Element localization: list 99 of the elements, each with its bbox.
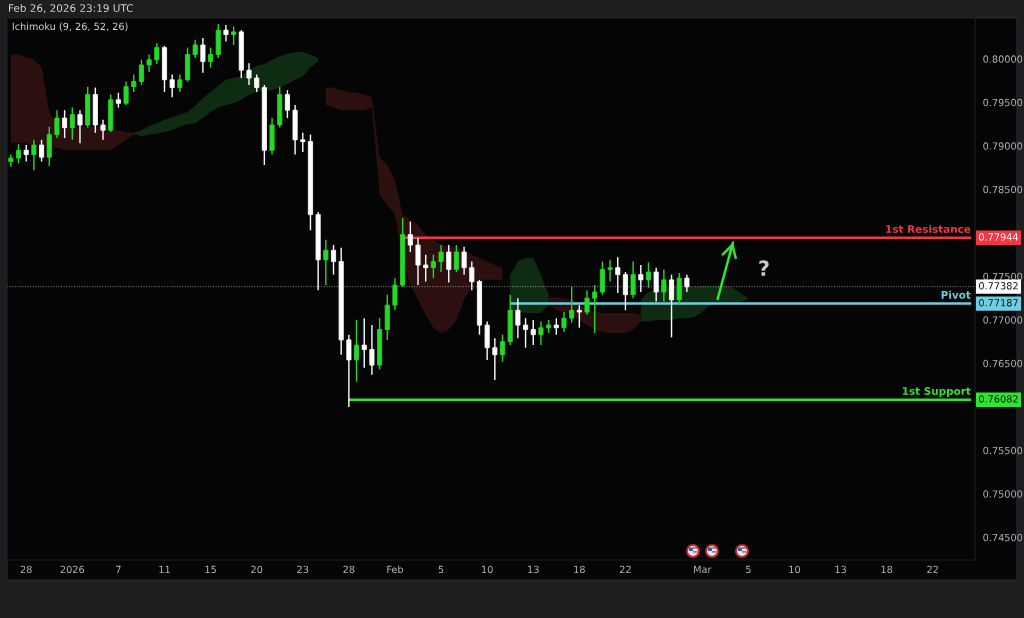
candlestick <box>77 109 83 144</box>
candlestick <box>630 260 636 299</box>
candlestick <box>361 317 367 369</box>
candlestick <box>430 253 436 279</box>
candlestick <box>392 277 398 312</box>
candlestick <box>484 320 490 361</box>
candlestick <box>461 246 467 276</box>
x-tick-label: Feb <box>387 565 404 574</box>
x-tick-label: 15 <box>205 565 216 574</box>
candlestick <box>231 26 237 46</box>
x-tick-label: Mar <box>694 565 712 574</box>
candlestick <box>607 259 613 283</box>
candlestick <box>438 244 444 273</box>
x-tick-label: 5 <box>438 565 444 574</box>
candlestick <box>676 272 682 306</box>
x-tick-label: 2026 <box>60 565 85 574</box>
candlestick <box>346 333 352 408</box>
candlestick <box>354 319 360 383</box>
candlestick <box>569 286 575 324</box>
candlestick <box>100 119 106 141</box>
candlestick <box>62 109 68 139</box>
x-tick-label: 11 <box>159 565 170 573</box>
x-tick-label: 28 <box>20 565 32 574</box>
x-tick-label: 13 <box>528 565 539 574</box>
candlestick <box>138 59 144 86</box>
candlestick <box>69 106 75 141</box>
candlestick <box>200 37 206 74</box>
candlestick <box>661 268 667 303</box>
candlestick <box>530 319 536 346</box>
candlestick <box>407 220 413 253</box>
candlestick <box>154 42 160 65</box>
data-label: 0.77944 <box>979 233 1019 241</box>
candlestick <box>223 24 229 43</box>
y-tick-label: 0.74500 <box>983 533 1023 542</box>
y-tick-label: 0.75500 <box>983 446 1023 455</box>
candlestick <box>622 271 628 312</box>
x-tick-label: 7 <box>116 565 121 573</box>
candlestick <box>469 260 475 291</box>
candlestick <box>192 39 198 59</box>
series-label: Pivot <box>941 290 971 299</box>
y-tick-label: 0.80000 <box>983 55 1023 63</box>
candlestick <box>499 333 506 363</box>
candlestick <box>330 244 337 276</box>
ref-line-label: 0.77382 <box>979 282 1018 290</box>
candlestick <box>523 317 529 349</box>
annotation: ? <box>759 260 769 276</box>
candlestick <box>208 46 214 69</box>
x-tick-label: 22 <box>927 565 938 573</box>
candlestick <box>246 62 252 86</box>
candlestick <box>415 237 421 286</box>
candlestick <box>538 320 544 346</box>
y-tick-label: 0.76500 <box>983 359 1023 368</box>
candlestick <box>284 89 290 119</box>
series-label: 1st Support <box>902 387 971 397</box>
candlestick <box>446 244 452 284</box>
x-tick-label: 10 <box>789 565 800 574</box>
x-tick-label: 22 <box>619 565 631 573</box>
candlestick <box>669 273 675 338</box>
data-label: 0.77187 <box>979 299 1018 307</box>
candlestick <box>39 139 45 163</box>
candlestick <box>615 256 621 294</box>
candlestick <box>584 289 590 316</box>
y-tick-label: 0.79000 <box>983 142 1023 150</box>
candlestick <box>54 109 60 139</box>
candlestick <box>599 260 605 296</box>
candlestick <box>323 239 329 286</box>
annotation: Ichimoku (9, 26, 52, 26) <box>12 22 128 32</box>
data-label: 0.76082 <box>979 395 1018 403</box>
candlestick <box>492 337 498 381</box>
candlestick <box>169 73 175 98</box>
x-tick-label: 20 <box>251 565 263 574</box>
candlestick <box>46 126 52 167</box>
text: Feb 26, 2026 23:19 UTC <box>9 3 133 14</box>
x-tick-label: 28 <box>343 565 355 574</box>
series-label: 1st Resistance <box>886 224 971 233</box>
y-tick-label: 0.79500 <box>983 98 1023 107</box>
candlestick <box>300 132 306 153</box>
candlestick <box>638 264 644 293</box>
x-tick-label: 10 <box>482 565 493 574</box>
candlestick <box>123 80 129 106</box>
candlestick <box>453 244 459 273</box>
y-tick-label: 0.75000 <box>983 490 1023 498</box>
candlestick <box>15 143 22 164</box>
x-tick-label: 5 <box>746 565 751 574</box>
candlestick <box>369 324 375 376</box>
candlestick <box>592 284 598 334</box>
y-tick-label: 0.77500 <box>983 272 1023 281</box>
candlestick <box>423 253 429 283</box>
candlestick <box>31 139 37 171</box>
candlestick <box>576 304 582 329</box>
x-tick-label: 13 <box>835 565 846 574</box>
x-tick-label: 18 <box>881 565 893 574</box>
candlestick <box>561 311 567 333</box>
y-tick-label: 0.77000 <box>983 316 1023 324</box>
x-tick-label: 18 <box>574 565 585 574</box>
candlestick <box>645 261 652 289</box>
candlestick <box>653 266 659 303</box>
x-tick-label: 23 <box>297 565 309 574</box>
y-tick-label: 0.78500 <box>983 185 1023 194</box>
